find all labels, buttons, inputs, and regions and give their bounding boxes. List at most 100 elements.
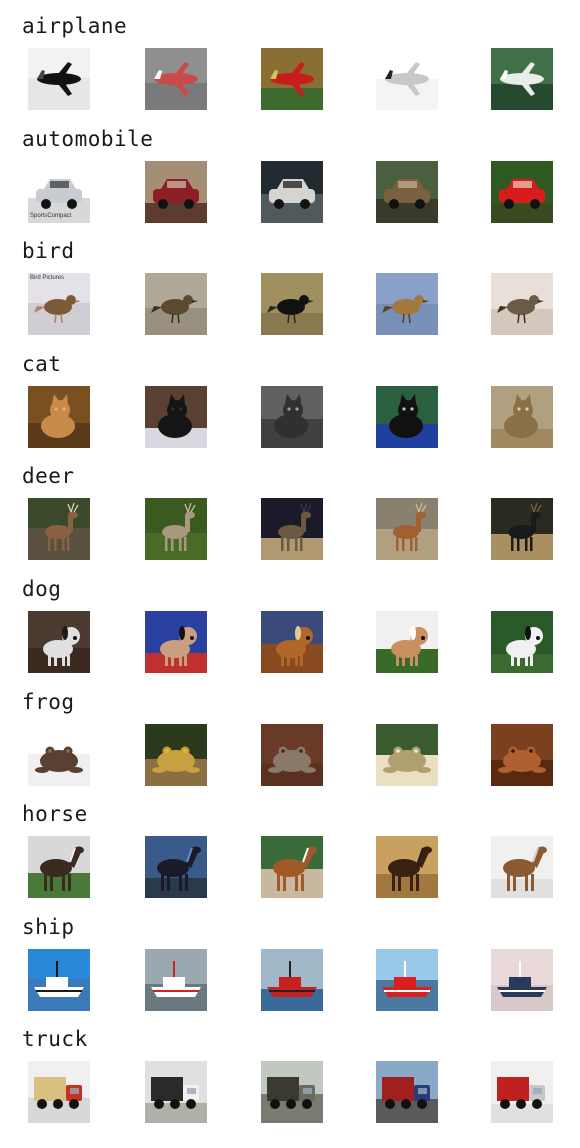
bird-thumbnail-graphic — [376, 273, 438, 336]
class-label: ship — [22, 914, 75, 939]
airplane-thumbnail-graphic — [376, 48, 438, 110]
class-row-truck: truck — [0, 1013, 580, 1125]
truck-thumbnail-graphic — [145, 1061, 207, 1124]
frog-thumbnail-graphic — [28, 723, 90, 786]
automobile-sample-image — [261, 160, 323, 223]
bird-sample-image — [261, 273, 323, 336]
cat-sample-image — [261, 385, 323, 448]
ship-thumbnail-graphic — [376, 948, 438, 1011]
cat-thumbnail-graphic — [261, 385, 323, 448]
class-label: deer — [22, 464, 75, 489]
class-label: bird — [22, 239, 75, 264]
airplane-sample-image — [261, 48, 323, 110]
truck-sample-image — [376, 1061, 438, 1124]
horse-sample-image — [28, 836, 90, 899]
bird-thumbnail-graphic — [145, 273, 207, 336]
airplane-thumbnail-graphic — [491, 48, 553, 110]
horse-thumbnail-graphic — [145, 836, 207, 899]
dog-sample-image — [28, 611, 90, 673]
truck-sample-image — [28, 1061, 90, 1124]
class-row-automobile: automobile SportsCompact — [0, 113, 580, 225]
deer-sample-image — [261, 498, 323, 561]
horse-thumbnail-graphic — [376, 836, 438, 899]
class-label: airplane — [22, 14, 128, 38]
airplane-thumbnail-graphic — [261, 48, 323, 110]
frog-sample-image — [28, 723, 90, 786]
horse-thumbnail-graphic — [491, 836, 553, 899]
ship-sample-image — [491, 948, 553, 1011]
class-label: truck — [22, 1027, 88, 1052]
class-label: horse — [22, 802, 88, 827]
bird-thumbnail-graphic — [491, 273, 553, 336]
cat-sample-image — [376, 385, 438, 448]
dog-sample-image — [376, 611, 438, 673]
cat-thumbnail-graphic — [376, 385, 438, 448]
bird-sample-image: Bird Pictures — [28, 273, 90, 336]
deer-thumbnail-graphic — [376, 498, 438, 561]
deer-sample-image — [28, 498, 90, 561]
ship-thumbnail-graphic — [28, 948, 90, 1011]
class-label: automobile — [22, 126, 154, 151]
class-row-deer: deer — [0, 450, 580, 562]
dog-thumbnail-graphic — [491, 611, 553, 673]
deer-thumbnail-graphic — [491, 498, 553, 561]
deer-thumbnail-graphic — [261, 498, 323, 561]
thumbnail-caption: SportsCompact — [30, 212, 72, 219]
class-row-horse: horse — [0, 788, 580, 900]
cat-thumbnail-graphic — [28, 385, 90, 448]
frog-thumbnail-graphic — [491, 723, 553, 786]
automobile-thumbnail-graphic — [145, 160, 207, 223]
cat-thumbnail-graphic — [491, 385, 553, 448]
bird-sample-image — [145, 273, 207, 336]
horse-sample-image — [261, 836, 323, 899]
airplane-sample-image — [376, 48, 438, 110]
class-row-ship: ship — [0, 901, 580, 1013]
class-row-cat: cat — [0, 338, 580, 450]
dog-sample-image — [491, 611, 553, 673]
ship-sample-image — [376, 948, 438, 1011]
truck-sample-image — [261, 1061, 323, 1124]
class-label: cat — [22, 351, 62, 376]
class-label: dog — [22, 577, 62, 601]
dog-sample-image — [261, 611, 323, 673]
cat-thumbnail-graphic — [145, 385, 207, 448]
deer-thumbnail-graphic — [28, 498, 90, 561]
frog-thumbnail-graphic — [261, 723, 323, 786]
truck-sample-image — [145, 1061, 207, 1124]
truck-thumbnail-graphic — [376, 1061, 438, 1124]
class-row-airplane: airplane — [0, 0, 580, 112]
horse-thumbnail-graphic — [261, 836, 323, 899]
ship-thumbnail-graphic — [261, 948, 323, 1011]
horse-sample-image — [145, 836, 207, 899]
bird-sample-image — [491, 273, 553, 336]
deer-sample-image — [491, 498, 553, 561]
cat-sample-image — [28, 385, 90, 448]
dog-thumbnail-graphic — [376, 611, 438, 673]
class-row-frog: frog — [0, 676, 580, 788]
automobile-sample-image — [145, 160, 207, 223]
airplane-sample-image — [145, 48, 207, 110]
horse-sample-image — [491, 836, 553, 899]
ship-thumbnail-graphic — [491, 948, 553, 1011]
cat-sample-image — [145, 385, 207, 448]
truck-thumbnail-graphic — [261, 1061, 323, 1124]
automobile-thumbnail-graphic — [261, 160, 323, 223]
cat-sample-image — [491, 385, 553, 448]
ship-sample-image — [145, 948, 207, 1011]
horse-thumbnail-graphic — [28, 836, 90, 899]
ship-sample-image — [28, 948, 90, 1011]
automobile-thumbnail-graphic — [491, 160, 553, 223]
class-row-bird: bird Bird Pictures — [0, 225, 580, 337]
thumbnail-caption: Bird Pictures — [30, 275, 65, 282]
dog-thumbnail-graphic — [145, 611, 207, 673]
ship-thumbnail-graphic — [145, 948, 207, 1011]
frog-sample-image — [145, 723, 207, 786]
dog-sample-image — [145, 611, 207, 673]
frog-sample-image — [261, 723, 323, 786]
bird-sample-image — [376, 273, 438, 336]
automobile-sample-image — [491, 160, 553, 223]
airplane-sample-image — [28, 48, 90, 110]
deer-thumbnail-graphic — [145, 498, 207, 561]
truck-thumbnail-graphic — [28, 1061, 90, 1124]
